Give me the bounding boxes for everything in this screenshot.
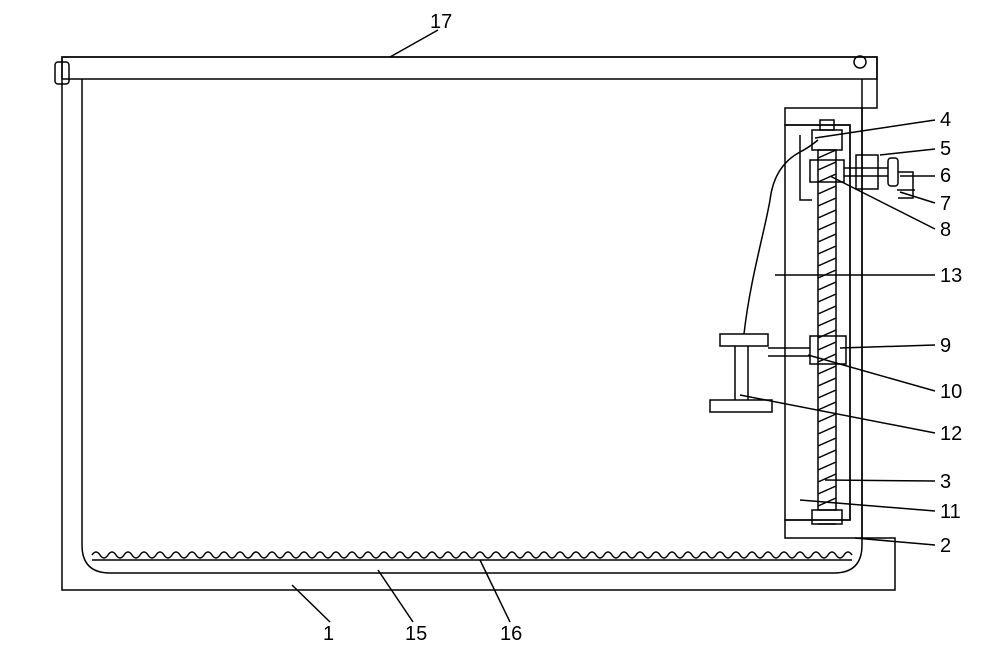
leader-n16 <box>480 560 510 622</box>
leader-n12 <box>740 395 935 433</box>
technical-diagram: 12345678910111213151617 <box>0 0 1000 663</box>
label-n2: 2 <box>940 535 951 557</box>
label-n8: 8 <box>940 219 951 241</box>
lid <box>62 57 877 79</box>
callout-labels: 12345678910111213151617 <box>323 11 962 645</box>
screw-hatch <box>818 150 836 506</box>
leader-n8 <box>830 176 935 229</box>
label-n10: 10 <box>940 381 962 403</box>
label-n16: 16 <box>500 623 522 645</box>
leader-n9 <box>840 345 935 348</box>
lid-knob <box>854 56 866 68</box>
label-n12: 12 <box>940 423 962 445</box>
gear-driver <box>856 155 878 189</box>
slider-block <box>810 336 846 364</box>
leader-lines <box>292 30 935 622</box>
leader-n3 <box>825 480 935 481</box>
cable <box>744 140 818 334</box>
bottom-bearing <box>812 510 842 524</box>
leader-n4 <box>815 120 935 138</box>
label-n17: 17 <box>430 11 452 33</box>
holder <box>710 334 772 412</box>
leader-n15 <box>378 570 413 622</box>
label-n7: 7 <box>940 193 951 215</box>
label-n11: 11 <box>940 501 961 523</box>
leader-n17 <box>390 30 438 57</box>
label-n9: 9 <box>940 335 951 357</box>
leader-n10 <box>808 355 935 391</box>
heater-coil <box>92 552 852 558</box>
label-n5: 5 <box>940 138 951 160</box>
label-n4: 4 <box>940 109 951 131</box>
label-n6: 6 <box>940 165 951 187</box>
top-cap <box>812 130 842 150</box>
label-n1: 1 <box>323 623 334 645</box>
label-n15: 15 <box>405 623 427 645</box>
outer-frame <box>62 57 895 590</box>
label-n13: 13 <box>940 265 962 287</box>
handle-hub <box>888 158 898 186</box>
leader-n5 <box>880 149 935 155</box>
label-n3: 3 <box>940 471 951 493</box>
